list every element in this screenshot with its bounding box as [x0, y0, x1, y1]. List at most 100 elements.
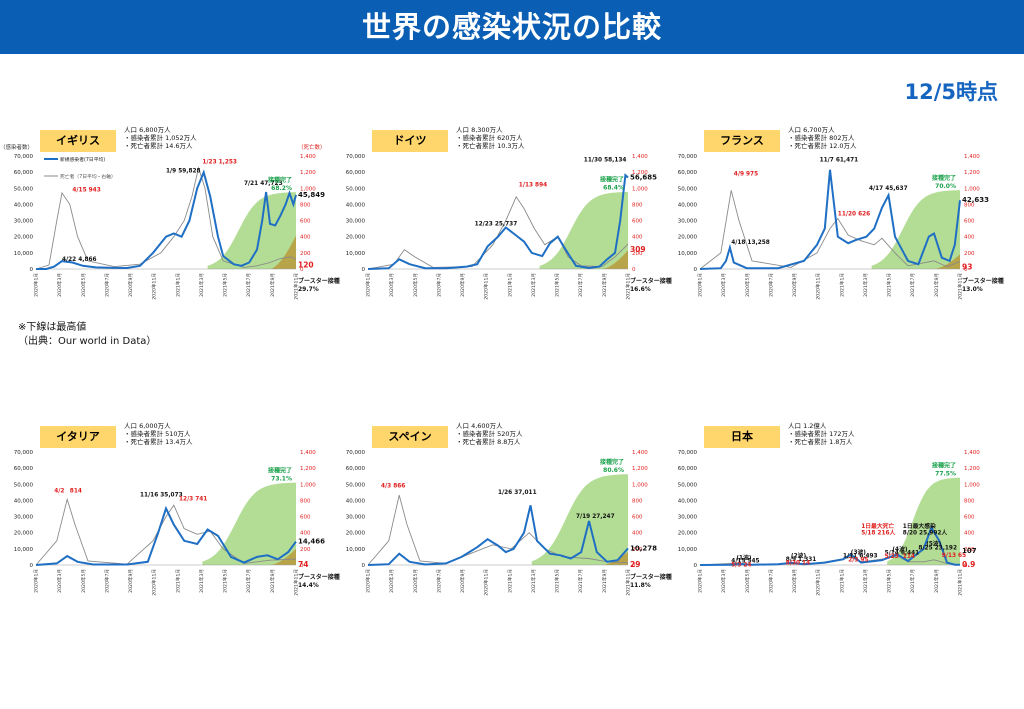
deaths-line	[367, 494, 629, 566]
annotation-label: 5/14 6,441	[885, 551, 920, 557]
x-tick-label: 2021年11月	[957, 569, 964, 596]
annotation-label: 8/9 1,331	[786, 557, 817, 563]
x-tick-label: 2020年9月	[791, 569, 798, 593]
vaccination-label: 接種完了	[267, 466, 292, 474]
annotation-label: 4/3 866	[381, 484, 405, 490]
right-tick-label: 1,000	[300, 482, 316, 488]
x-tick-label: 2020年9月	[127, 569, 134, 593]
end-deaths-label: 93	[962, 262, 972, 271]
right-tick-label: 600	[300, 219, 311, 225]
left-tick-label: 60,000	[14, 466, 34, 472]
left-tick-label: 0	[362, 563, 366, 569]
x-tick-label: 2020年1月	[33, 273, 40, 297]
vaccination-pct: 77.5%	[935, 470, 956, 477]
country-stats: 人口 4,600万人 ・感染者累計 520万人 ・死亡者累計 8.8万人	[456, 422, 522, 446]
annotation-label: 1日最大感染	[903, 522, 936, 530]
annotation-label: 7/21 47,723	[244, 181, 283, 187]
booster-pct: 13.0%	[962, 286, 983, 293]
stat-line: ・感染者累計 1,052万人	[124, 134, 197, 142]
cases-line	[367, 173, 629, 270]
stat-line: ・感染者累計 620万人	[456, 134, 523, 142]
stat-line: ・死亡者累計 10.3万人	[456, 142, 525, 150]
right-tick-label: 0	[300, 267, 304, 273]
left-tick-label: 40,000	[346, 498, 366, 504]
left-tick-label: 0	[362, 267, 366, 273]
booster-pct: 11.8%	[630, 582, 651, 589]
annotation-label: 4/17 45,637	[869, 186, 908, 192]
right-tick-label: 400	[964, 235, 975, 241]
x-tick-label: 2020年1月	[33, 569, 40, 593]
country-stats: 人口 6,000万人 ・感染者累計 510万人 ・死亡者累計 13.4万人	[124, 422, 193, 446]
x-tick-label: 2020年7月	[103, 569, 110, 593]
left-tick-label: 10,000	[346, 251, 366, 257]
x-tick-label: 2021年7月	[909, 569, 916, 593]
deaths-line	[367, 195, 629, 270]
annotation-label: 4/9 975	[734, 171, 758, 177]
chart-svg: 70,000 60,000 50,000 40,000 30,000 20,000 10,0…	[678, 154, 1004, 300]
x-tick-label: 2020年3月	[388, 569, 395, 593]
x-tick-label: 2021年3月	[198, 273, 205, 297]
vaccination-label: 接種完了	[599, 176, 624, 184]
x-tick-label: 2020年9月	[127, 273, 134, 297]
country-stats: 人口 6,800万人 ・感染者累計 1,052万人 ・死亡者累計 14.6万人	[124, 126, 197, 150]
x-tick-label: 2020年11月	[815, 273, 822, 300]
right-tick-label: 800	[300, 498, 311, 504]
cases-line	[36, 169, 297, 270]
x-tick-label: 2020年7月	[767, 569, 774, 593]
right-tick-label: 1,400	[964, 154, 980, 160]
x-tick-label: 2020年1月	[365, 273, 372, 297]
x-tick-label: 2021年7月	[245, 569, 252, 593]
right-tick-label: 1,400	[300, 450, 316, 456]
end-deaths-label: 309	[630, 245, 646, 254]
x-tick-label: 2021年7月	[245, 273, 252, 297]
stat-line: ・死亡者累計 8.8万人	[456, 438, 521, 446]
annotation-label: 814	[70, 488, 82, 494]
end-deaths-label: 0.9	[962, 560, 975, 569]
end-deaths-label: 120	[298, 260, 314, 269]
annotation-label: (2波)	[791, 551, 806, 559]
left-tick-label: 70,000	[678, 450, 698, 456]
stat-line: 人口 6,700万人	[788, 126, 835, 134]
annotation-label: 2/3 95	[848, 557, 868, 563]
country-tag: イギリス	[40, 130, 116, 152]
x-tick-label: 2021年1月	[506, 569, 513, 593]
x-tick-label: 2020年3月	[720, 569, 727, 593]
left-tick-label: 30,000	[678, 219, 698, 225]
annotation-label: 1/13 894	[519, 183, 547, 189]
left-tick-label: 40,000	[678, 202, 698, 208]
end-cases-label: 45,849	[298, 191, 325, 199]
right-tick-label: 1,400	[632, 154, 648, 160]
left-tick-label: 30,000	[14, 515, 34, 521]
right-tick-label: 400	[632, 235, 643, 241]
stat-line: ・死亡者累計 12.0万人	[788, 142, 857, 150]
x-tick-label: 2021年9月	[933, 273, 940, 297]
chart-panel-france: フランス 人口 6,700万人 ・感染者累計 802万人 ・死亡者累計 12.0万人 7…	[670, 126, 1004, 326]
stat-line: ・死亡者累計 14.6万人	[124, 142, 193, 150]
x-tick-label: 2021年1月	[838, 569, 845, 593]
x-tick-label: 2020年5月	[744, 273, 751, 297]
right-tick-label: 400	[632, 531, 643, 537]
left-tick-label: 0	[30, 267, 34, 273]
vaccination-area	[202, 482, 296, 565]
left-tick-label: 0	[694, 563, 698, 569]
cases-line	[35, 505, 297, 566]
annotation-label: 4/2	[54, 488, 64, 494]
right-tick-label: 200	[300, 547, 311, 553]
chart-panel-germany: ドイツ 人口 8,300万人 ・感染者累計 620万人 ・死亡者累計 10.3万人 70…	[338, 126, 672, 326]
annotation-label: 4/22 4,866	[62, 257, 97, 263]
stat-line: ・感染者累計 802万人	[788, 134, 855, 142]
as-of-date: 12/5時点	[904, 80, 998, 104]
right-tick-label: 1,200	[964, 466, 980, 472]
annotation-label: 5/18 216人	[861, 528, 895, 536]
right-tick-label: 1,000	[964, 482, 980, 488]
x-tick-label: 2020年7月	[435, 273, 442, 297]
right-tick-label: 1,200	[300, 170, 316, 176]
x-tick-label: 2020年11月	[483, 273, 490, 300]
left-tick-label: 10,000	[14, 251, 34, 257]
booster-area	[602, 250, 628, 269]
country-tag: 日本	[704, 426, 780, 448]
stat-line: ・死亡者累計 13.4万人	[124, 438, 193, 446]
x-tick-label: 2020年3月	[388, 273, 395, 297]
right-tick-label: 600	[632, 219, 643, 225]
country-stats: 人口 1.2億人 ・感染者累計 172万人 ・死亡者累計 1.8万人	[788, 422, 854, 446]
